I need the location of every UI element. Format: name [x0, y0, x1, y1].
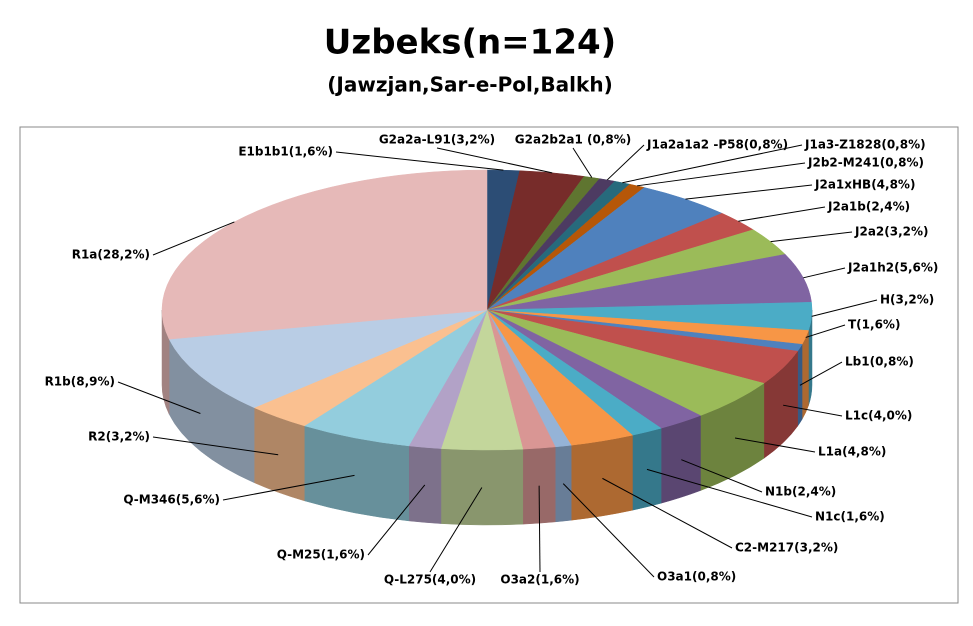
- leader-line: [646, 468, 813, 518]
- leader-line: [152, 436, 279, 456]
- slice-label: T(1,6%): [848, 318, 900, 332]
- slice-label: G2a2b2a1 (0,8%): [515, 133, 631, 147]
- slice-label: Lb1(0,8%): [845, 355, 914, 369]
- leader-line: [681, 459, 763, 493]
- slice-label: R1a(28,2%): [72, 248, 150, 262]
- leader-line: [811, 299, 878, 317]
- slice-label: C2-M217(3,2%): [735, 541, 838, 555]
- chart-title: Uzbeks(n=124): [324, 23, 616, 63]
- leader-line: [117, 381, 201, 414]
- slice-label: J2a2(3,2%): [854, 225, 929, 239]
- slice-side: [408, 445, 442, 524]
- slice-label: L1a(4,8%): [818, 445, 886, 459]
- slice-label: H(3,2%): [880, 293, 934, 307]
- leader-line: [602, 477, 733, 549]
- leader-line: [436, 147, 553, 174]
- slice-label: J2b2-M241(0,8%): [807, 156, 924, 170]
- slice-label: Q-L275(4,0%): [384, 573, 476, 587]
- leader-line: [805, 324, 846, 338]
- slice-label: R1b(8,9%): [45, 375, 115, 389]
- leader-line: [799, 361, 843, 386]
- leader-line: [562, 483, 655, 578]
- chart-subtitle: (Jawzjan,Sar-e-Pol,Balkh): [327, 73, 612, 97]
- slice-side: [660, 415, 701, 504]
- slice-label: E1b1b1(1,6%): [238, 145, 333, 159]
- slice-label: J1a3-Z1828(0,8%): [804, 138, 926, 152]
- leader-line: [222, 474, 355, 501]
- slice-side: [570, 434, 633, 521]
- slice-side: [632, 427, 662, 511]
- leader-line: [538, 485, 541, 573]
- slice-label: Q-M346(5,6%): [123, 493, 220, 507]
- slice-side: [554, 444, 572, 523]
- slice-label: N1c(1,6%): [815, 510, 885, 524]
- slice-label: J2a1xHB(4,8%): [814, 178, 915, 192]
- leader-line: [783, 404, 843, 417]
- slice: [168, 309, 488, 408]
- slice-label: R2(3,2%): [88, 430, 150, 444]
- leader-line: [335, 151, 504, 171]
- slice-label: J2a1b(2,4%): [827, 200, 910, 214]
- slice: [161, 169, 488, 340]
- slice-label: J2a1h2(5,6%): [847, 261, 938, 275]
- leader-line: [367, 484, 426, 556]
- slice-label: G2a2a-L91(3,2%): [379, 133, 495, 147]
- slice-label: N1b(2,4%): [765, 485, 836, 499]
- slice-label: L1c(4,0%): [845, 409, 912, 423]
- slice-label: O3a2(1,6%): [500, 573, 579, 587]
- leader-line: [636, 162, 806, 187]
- leader-line: [734, 437, 816, 453]
- slice-label: Q-M25(1,6%): [277, 548, 365, 562]
- leader-line: [770, 231, 853, 243]
- leader-line: [606, 144, 645, 181]
- slice-label: J1a2a1a2 -P58(0,8%): [646, 138, 788, 152]
- slice-side: [797, 343, 803, 427]
- leader-line: [685, 184, 813, 200]
- slice-side: [801, 330, 809, 421]
- slice-side: [440, 448, 524, 526]
- slice-label: O3a1(0,8%): [657, 570, 736, 584]
- leader-line: [152, 221, 235, 256]
- leader-line: [572, 147, 593, 178]
- leader-line: [622, 144, 803, 184]
- leader-line: [803, 267, 846, 279]
- leader-line: [429, 487, 483, 573]
- leader-line: [738, 206, 826, 222]
